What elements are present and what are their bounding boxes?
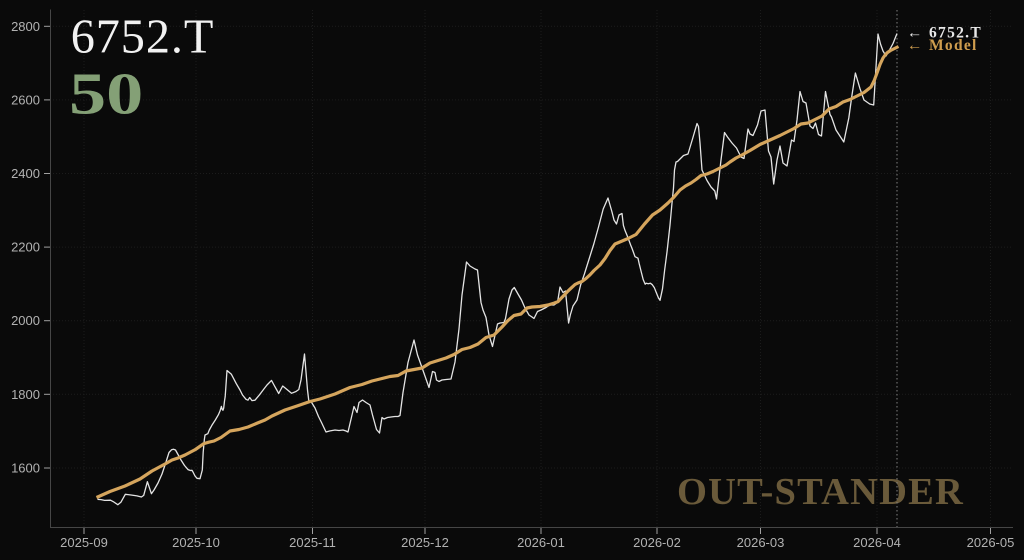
- svg-text:2026-01: 2026-01: [517, 535, 565, 550]
- svg-text:1600: 1600: [11, 461, 40, 476]
- svg-text:← 6752.T: ← 6752.T: [907, 25, 982, 42]
- svg-text:2026-04: 2026-04: [853, 535, 901, 550]
- svg-text:6752.T: 6752.T: [71, 11, 215, 64]
- svg-text:2025-09: 2025-09: [60, 535, 108, 550]
- svg-text:2026-03: 2026-03: [737, 535, 785, 550]
- svg-text:2026-05: 2026-05: [967, 535, 1015, 550]
- svg-text:50: 50: [69, 61, 143, 127]
- svg-text:2026-02: 2026-02: [633, 535, 681, 550]
- svg-text:1800: 1800: [11, 387, 40, 402]
- svg-text:2400: 2400: [11, 166, 40, 181]
- svg-text:2025-12: 2025-12: [401, 535, 449, 550]
- svg-text:2600: 2600: [11, 92, 40, 107]
- svg-text:2025-11: 2025-11: [289, 535, 336, 550]
- svg-text:2800: 2800: [11, 19, 40, 34]
- svg-text:2200: 2200: [11, 240, 40, 255]
- svg-text:2000: 2000: [11, 313, 40, 328]
- svg-text:OUT-STANDER: OUT-STANDER: [677, 471, 964, 513]
- svg-text:2025-10: 2025-10: [172, 535, 220, 550]
- svg-text:← Model: ← Model: [907, 37, 978, 54]
